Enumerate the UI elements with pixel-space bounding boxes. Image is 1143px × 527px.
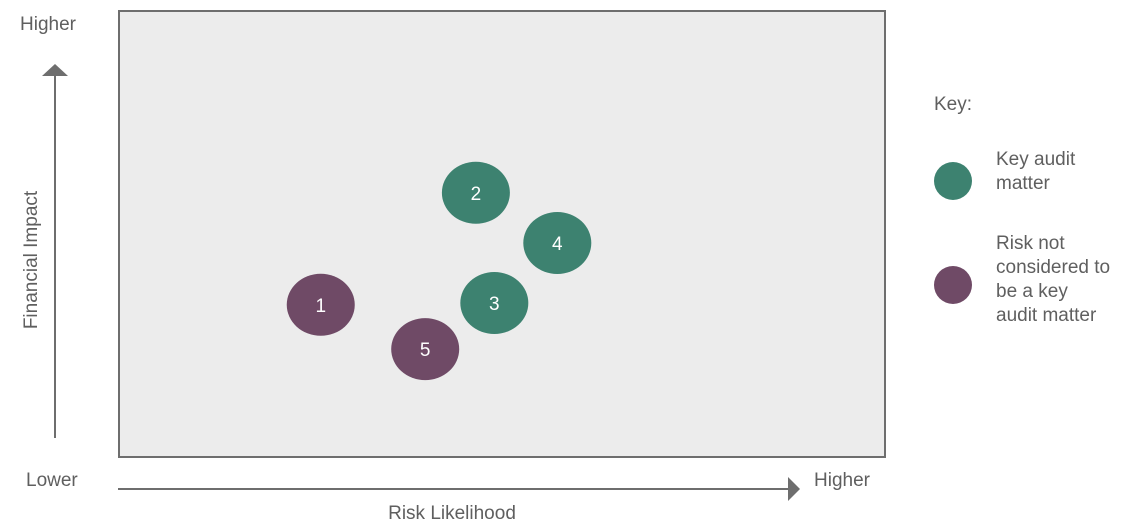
- data-label-1: 1: [315, 296, 326, 317]
- data-label-2: 2: [471, 184, 482, 205]
- legend-title: Key:: [934, 94, 973, 115]
- data-points: 2 4 3 1 5: [286, 161, 592, 381]
- data-label-5: 5: [420, 340, 431, 361]
- legend-text-line: matter: [996, 173, 1050, 194]
- x-axis-arrow: [118, 477, 800, 501]
- data-point-1: [286, 273, 355, 336]
- legend-swatch-key-audit-matter: [934, 162, 972, 200]
- data-point-2: [441, 161, 510, 224]
- data-label-4: 4: [552, 234, 563, 255]
- x-axis-title: Risk Likelihood: [388, 503, 516, 524]
- data-label-3: 3: [489, 294, 500, 315]
- legend: Key:: [934, 94, 972, 116]
- data-point-5: [391, 318, 460, 381]
- x-axis-low-label: Lower: [26, 470, 78, 491]
- y-axis-high-label: Higher: [20, 14, 76, 35]
- data-point-4: [523, 211, 592, 274]
- y-axis-arrow: [42, 64, 68, 438]
- plot-area: [118, 10, 886, 458]
- legend-text-line: audit matter: [996, 305, 1097, 326]
- x-axis-high-label: Higher: [814, 470, 870, 491]
- legend-text-line: Key audit: [996, 149, 1076, 170]
- data-point-3: [460, 271, 529, 334]
- legend-text-line: be a key: [996, 281, 1068, 302]
- legend-swatch-not-key-audit-matter: [934, 266, 972, 304]
- legend-text-line: Risk not: [996, 233, 1065, 254]
- legend-text-line: considered to: [996, 257, 1111, 278]
